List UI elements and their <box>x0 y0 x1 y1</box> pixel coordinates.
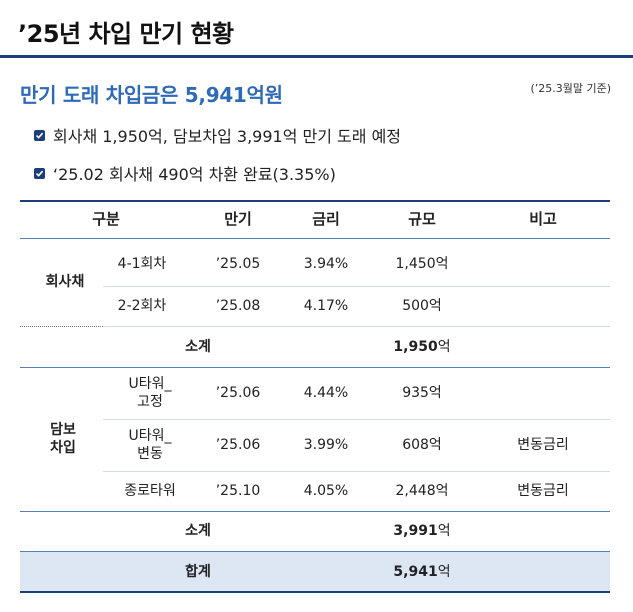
row-rate: 4.17% <box>303 298 349 314</box>
row-size: 608억 <box>402 437 442 453</box>
row-size: 935억 <box>402 385 442 401</box>
row-maturity: ’25.06 <box>215 437 261 453</box>
row-note: 변동금리 <box>517 437 569 453</box>
row-name: 4-1회차 <box>117 256 167 272</box>
row-name: 종로타워 <box>124 483 176 499</box>
header-maturity: 만기 <box>224 210 252 228</box>
row-maturity: ’25.10 <box>215 483 261 499</box>
row-size: 500억 <box>402 298 442 314</box>
group-dotted-divider <box>20 326 103 327</box>
subtotal-value: 3,991억 <box>393 523 451 539</box>
group-label-corporate-bond: 회사채 <box>45 274 85 290</box>
row-note: 변동금리 <box>517 483 569 499</box>
row-maturity: ’25.08 <box>215 298 261 314</box>
bullet-item: ‘25.02 회사채 490억 차환 완료(3.35%) <box>34 161 336 185</box>
header-size: 규모 <box>408 210 436 228</box>
headline-summary: 만기 도래 차입금은 5,941억원 <box>20 83 283 107</box>
subtotal-divider <box>20 511 610 512</box>
bullet-text: ‘25.02 회사채 490억 차환 완료(3.35%) <box>53 165 336 184</box>
row-divider <box>103 326 610 327</box>
header-category: 구분 <box>92 210 120 228</box>
title-divider <box>0 55 633 58</box>
row-divider <box>103 286 610 287</box>
header-rate: 금리 <box>312 210 340 228</box>
row-maturity: ’25.06 <box>215 385 261 401</box>
row-rate: 3.99% <box>303 437 349 453</box>
row-divider <box>103 471 610 472</box>
total-divider <box>20 551 610 552</box>
row-size: 1,450억 <box>395 256 449 272</box>
row-rate: 4.44% <box>303 385 349 401</box>
row-name: U타워_ 고정 <box>128 376 172 410</box>
subtotal-label: 소계 <box>185 339 211 355</box>
row-rate: 4.05% <box>303 483 349 499</box>
bullet-text: 회사채 1,950억, 담보차입 3,991억 만기 도래 예정 <box>53 127 402 146</box>
subtotal-divider <box>20 367 610 368</box>
row-maturity: ’25.05 <box>215 256 261 272</box>
total-label: 합계 <box>185 564 211 580</box>
header-divider <box>20 238 610 239</box>
checkbox-icon <box>34 167 45 179</box>
row-rate: 3.94% <box>303 256 349 272</box>
basis-date-note: (’25.3월말 기준) <box>530 82 611 95</box>
maturity-table: 구분 만기 금리 규모 비고 회사채 4-1회차 ’25.05 3.94% 1,… <box>20 200 610 593</box>
total-value: 5,941억 <box>393 564 451 580</box>
table-bottom-border <box>20 591 610 593</box>
page-title: ’25년 차입 만기 현황 <box>18 20 234 48</box>
table-top-border <box>20 200 610 202</box>
bullet-item: 회사채 1,950억, 담보차입 3,991억 만기 도래 예정 <box>34 123 401 147</box>
group-label-secured-loan: 담보 차입 <box>50 422 76 456</box>
checkbox-icon <box>34 129 45 141</box>
row-name: U타워_ 변동 <box>128 428 172 462</box>
total-row-background <box>20 551 610 592</box>
subtotal-label: 소계 <box>185 523 211 539</box>
row-divider <box>103 419 610 420</box>
subtotal-value: 1,950억 <box>393 339 451 355</box>
row-name: 2-2회차 <box>117 298 167 314</box>
header-note: 비고 <box>529 210 557 228</box>
row-size: 2,448억 <box>395 483 449 499</box>
